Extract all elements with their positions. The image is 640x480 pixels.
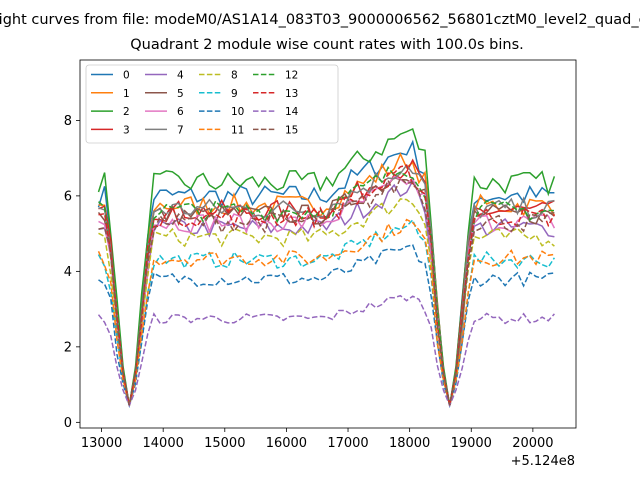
legend-label-0: 0 [123, 70, 130, 82]
legend-label-7: 7 [177, 124, 184, 136]
y-tick-label: 6 [64, 189, 72, 204]
legend-label-3: 3 [123, 124, 130, 136]
legend-label-11: 11 [231, 124, 244, 136]
legend-label-5: 5 [177, 88, 184, 100]
y-tick-label: 4 [64, 265, 72, 280]
legend-label-13: 13 [285, 88, 298, 100]
series-line-12 [98, 166, 555, 406]
x-tick-label: 19000 [451, 436, 492, 451]
series-line-13 [98, 164, 556, 406]
x-tick-label: 18000 [389, 436, 430, 451]
x-tick-label: 13000 [81, 436, 122, 451]
legend-label-10: 10 [231, 106, 244, 118]
y-tick-label: 8 [64, 114, 72, 129]
x-axis: 13000 14000 15000 16000 17000 18000 19000 20000 [81, 428, 554, 451]
x-tick-label: 17000 [327, 436, 368, 451]
series-line-14 [97, 294, 555, 408]
legend-label-4: 4 [177, 70, 184, 82]
legend-box [85, 64, 339, 144]
x-tick-label: 14000 [143, 436, 184, 451]
y-tick-label: 0 [64, 416, 72, 431]
legend-label-8: 8 [231, 70, 238, 82]
series-line-11 [97, 218, 555, 406]
plot-frame [79, 59, 577, 429]
series-lines [97, 127, 556, 409]
chart-suptitle: Plotting light curves from file: modeM0/… [0, 12, 640, 28]
y-axis: 0 2 4 6 8 [64, 114, 80, 431]
legend-label-15: 15 [285, 124, 298, 136]
series-line-9 [97, 218, 556, 406]
legend-label-2: 2 [123, 106, 130, 118]
y-tick-label: 2 [64, 340, 72, 355]
legend-label-12: 12 [285, 70, 298, 82]
legend-label-6: 6 [177, 106, 184, 118]
series-line-15 [98, 176, 555, 406]
series-line-8 [98, 198, 555, 406]
series-line-10 [98, 244, 555, 409]
x-tick-label: 15000 [204, 436, 245, 451]
x-tick-label: 16000 [266, 436, 307, 451]
series-line-1 [98, 152, 556, 406]
legend-label-14: 14 [285, 106, 299, 118]
x-tick-label: 20000 [512, 436, 553, 451]
legend-label-1: 1 [123, 88, 130, 100]
series-line-2 [97, 127, 556, 406]
chart-title: Quadrant 2 module wise count rates with … [130, 37, 524, 53]
legend-label-9: 9 [231, 88, 238, 100]
x-offset-text: +5.124e8 [511, 454, 575, 469]
plot-area [79, 59, 577, 429]
series-line-6 [98, 175, 556, 406]
